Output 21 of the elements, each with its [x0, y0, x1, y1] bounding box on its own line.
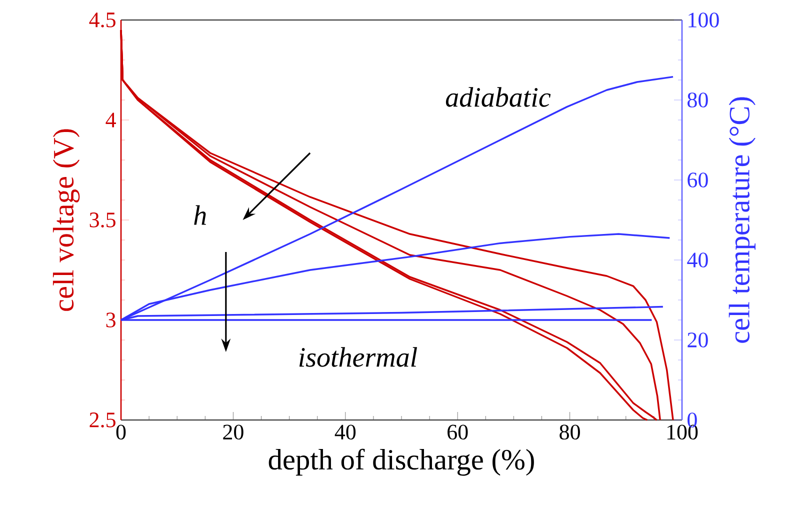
y-tick-label: 4: [106, 112, 116, 128]
x-tick-label: 0: [116, 424, 126, 440]
y2-tick-label: 20: [688, 332, 708, 348]
annotation: isothermal: [299, 347, 418, 367]
y2-tick-label: 80: [688, 92, 708, 108]
x-axis-title: depth of discharge (%): [268, 448, 534, 476]
x-tick-label: 20: [223, 424, 244, 440]
x-tick-label: 60: [448, 424, 468, 440]
y-axis-title: cell voltage (V): [52, 129, 80, 311]
y-tick-label: 3: [106, 312, 116, 328]
y-tick-label: 2.5: [90, 412, 116, 428]
y-tick-label: 4.5: [89, 12, 116, 28]
y2-tick-label: 40: [687, 252, 708, 268]
y2-tick-label: 60: [688, 172, 708, 188]
y-tick-label: 3.5: [90, 212, 116, 228]
y2-tick-label: 100: [688, 12, 719, 28]
annotation: adiabatic: [446, 87, 551, 107]
x-tick-label: 80: [560, 424, 580, 440]
y2-axis-title: cell temperature (°C): [728, 97, 756, 343]
annotation: h: [194, 205, 206, 225]
x-tick-label: 40: [334, 424, 356, 440]
